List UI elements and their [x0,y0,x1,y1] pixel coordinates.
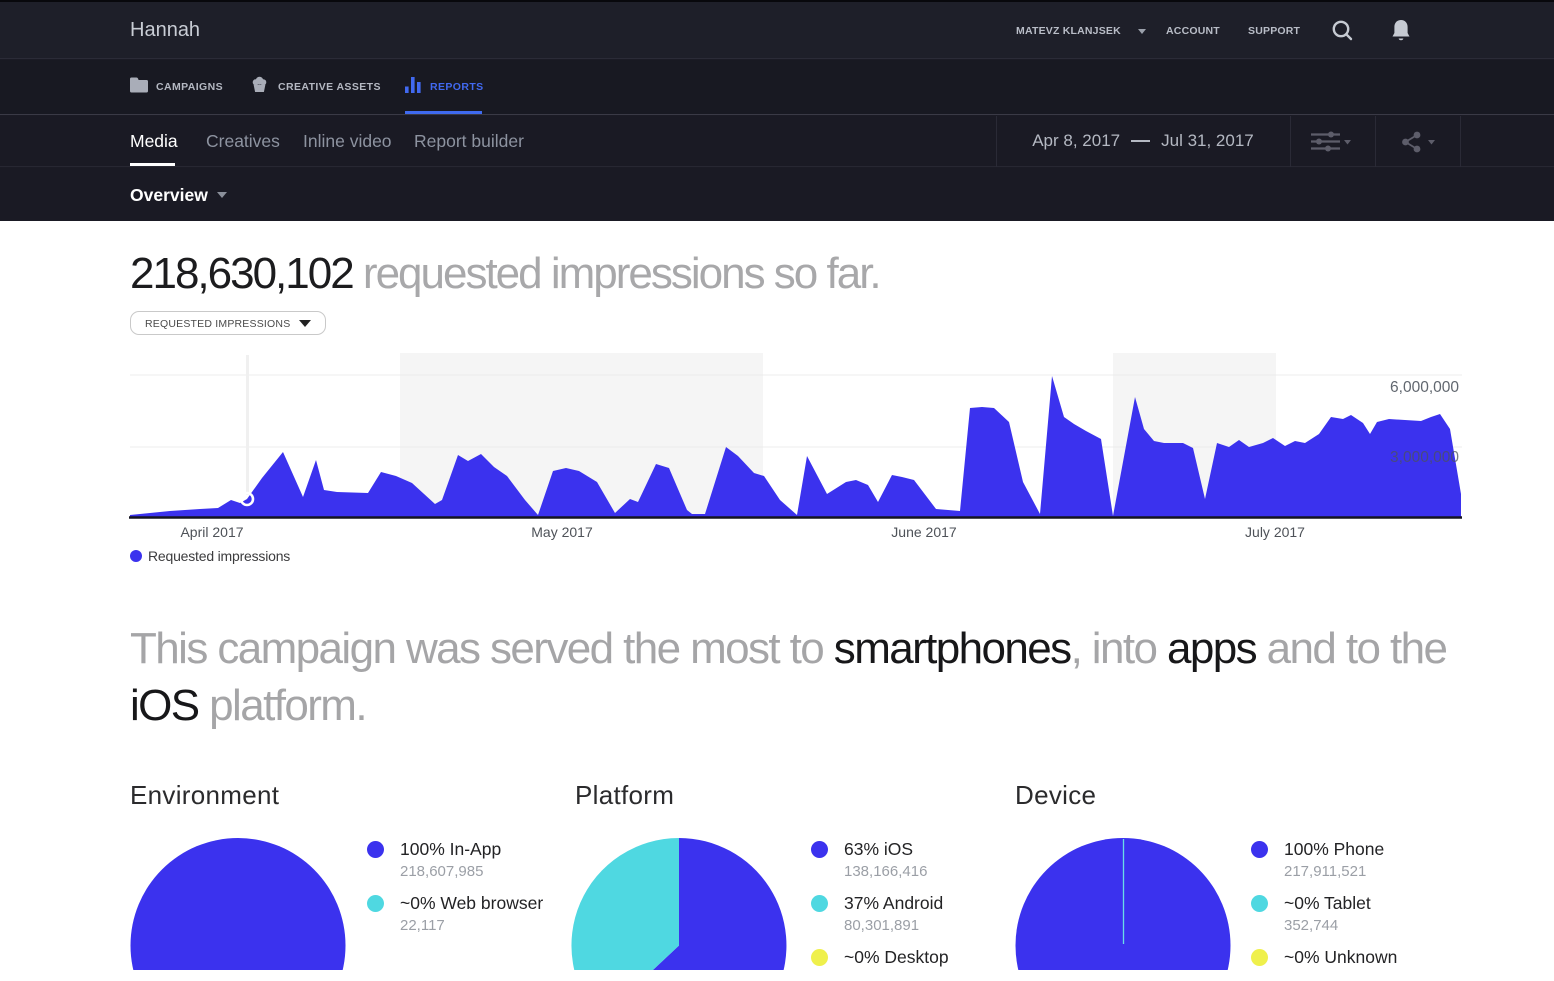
svg-text:May 2017: May 2017 [531,524,593,540]
svg-text:July 2017: July 2017 [1245,524,1305,540]
svg-text:3,000,000: 3,000,000 [1390,449,1459,466]
svg-text:April 2017: April 2017 [180,524,243,540]
svg-text:June 2017: June 2017 [891,524,957,540]
svg-text:6,000,000: 6,000,000 [1390,379,1459,396]
